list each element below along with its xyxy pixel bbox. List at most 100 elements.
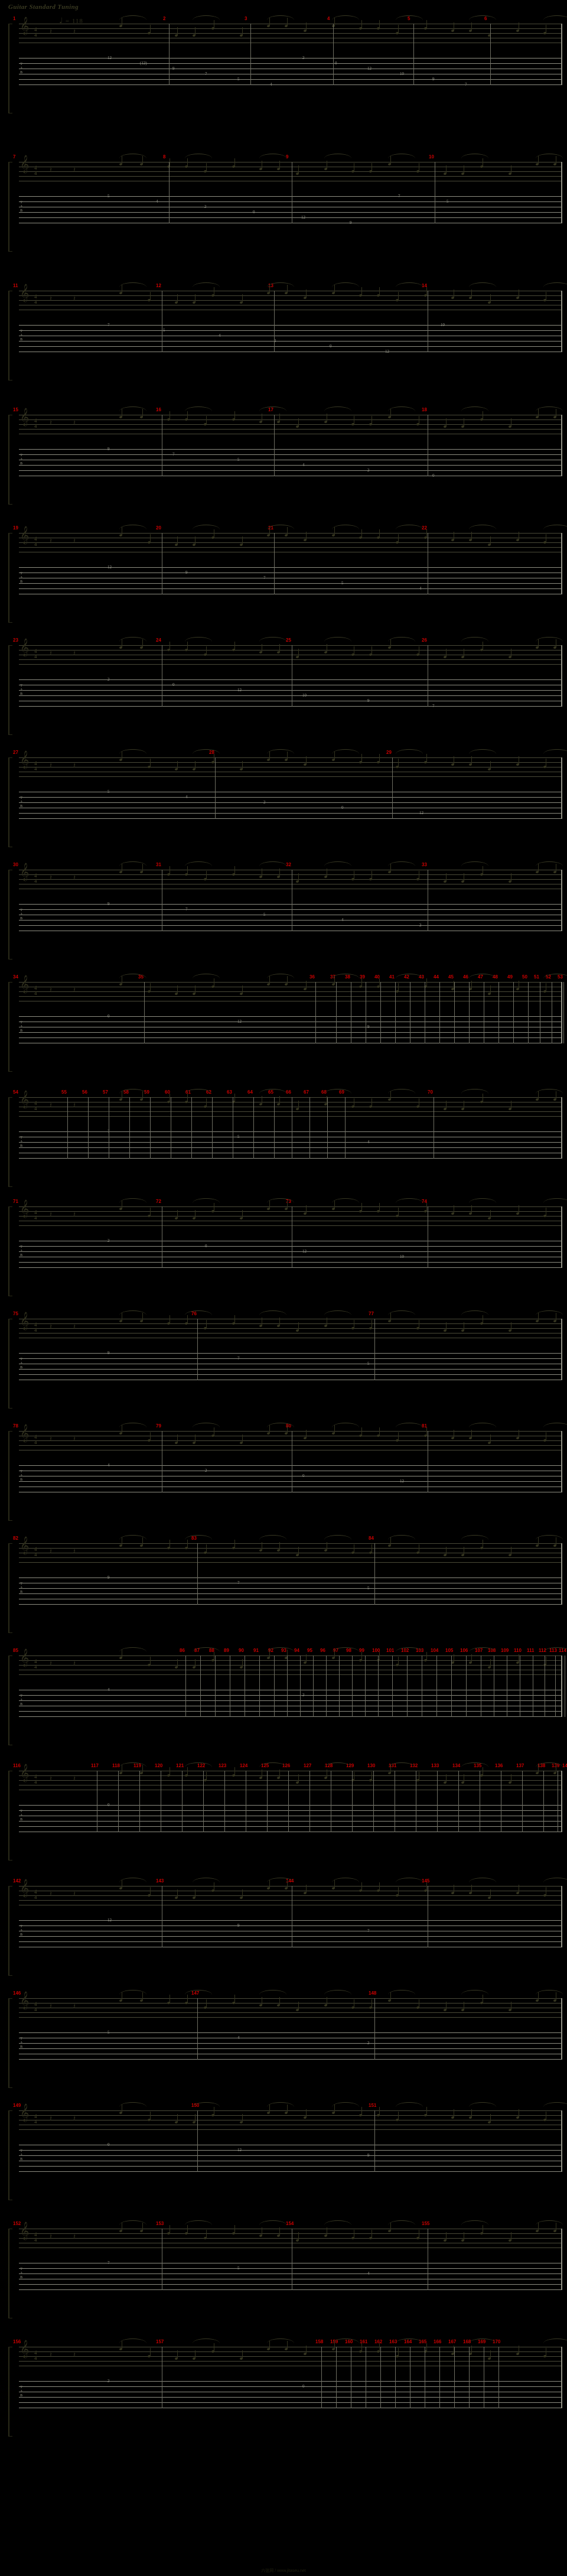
note-stem xyxy=(150,759,151,767)
staff-line xyxy=(19,776,561,777)
measure-number: 51 xyxy=(534,974,539,980)
tab-fret-number: 4 xyxy=(107,1463,110,1468)
staff-line xyxy=(19,1562,561,1563)
tab-line xyxy=(19,1131,561,1132)
tab-fret-number: 2 xyxy=(263,800,266,805)
staff-line xyxy=(19,1886,561,1887)
note-stem xyxy=(471,1205,472,1214)
measure-number: 120 xyxy=(155,1763,163,1768)
barline xyxy=(498,982,499,1043)
measure-number: 106 xyxy=(460,1648,468,1653)
tab-fret-number: 10 xyxy=(400,1254,404,1259)
slur xyxy=(461,861,488,866)
note-stem xyxy=(279,414,280,422)
staff-line xyxy=(19,1225,561,1226)
barline xyxy=(118,1771,119,1832)
note-stem xyxy=(490,1210,491,1218)
slur xyxy=(119,525,146,529)
treble-clef-icon: 𝄞 xyxy=(20,155,30,173)
barline xyxy=(513,982,514,1043)
note-stem xyxy=(279,1997,280,2005)
notation-staff: 𝄞 4 4 𝄽 𝄽 xyxy=(19,15,567,43)
tab-line xyxy=(19,330,561,331)
tab-line xyxy=(19,1016,561,1017)
tablature-staff: T A B 2 0 12 10 xyxy=(19,1239,561,1268)
note-stem xyxy=(234,1540,235,1548)
tab-line xyxy=(19,2284,561,2285)
barline xyxy=(392,1655,393,1717)
measure-number: 133 xyxy=(431,1763,439,1768)
measure-number: 151 xyxy=(369,2103,377,2108)
slur xyxy=(259,861,286,866)
note-stem xyxy=(379,978,380,987)
note-stem xyxy=(298,873,299,882)
note-stem xyxy=(490,294,491,303)
tablature-staff: T A B 5 4 2 0 12 xyxy=(19,790,561,819)
tab-line xyxy=(19,1936,561,1937)
note-stem xyxy=(398,1208,399,1216)
tab-fret-number: 7 xyxy=(263,575,266,580)
measure-number: 143 xyxy=(156,1878,164,1884)
note-stem xyxy=(269,1880,270,1888)
slur xyxy=(461,154,488,158)
staff-line xyxy=(19,176,561,177)
measure-number: 57 xyxy=(103,1089,108,1095)
note-stem xyxy=(398,1657,399,1665)
treble-clef-icon: 𝄞 xyxy=(20,284,30,302)
staff-line xyxy=(19,1211,561,1212)
note-stem xyxy=(446,1101,447,1109)
tab-fret-number: 9 xyxy=(432,77,435,82)
note-stem xyxy=(177,1210,178,1218)
slur xyxy=(267,282,294,287)
treble-clef-icon: 𝄞 xyxy=(20,1200,30,1218)
slur xyxy=(324,1089,351,1094)
notation-staff: 𝄞 4 4 𝄽 𝄽 xyxy=(19,637,563,665)
barline-end xyxy=(561,1886,562,1947)
measure-number: 33 xyxy=(422,862,427,867)
note-stem xyxy=(187,1540,188,1548)
slur xyxy=(536,1990,563,1995)
slur xyxy=(119,1647,146,1652)
rest-symbol: 𝄽 xyxy=(73,649,76,658)
note-stem xyxy=(150,534,151,542)
tab-line xyxy=(19,1142,561,1143)
tab-line xyxy=(19,79,561,80)
staff-line xyxy=(19,1674,561,1675)
treble-clef-icon: 𝄞 xyxy=(20,863,30,881)
rest-symbol: 𝄽 xyxy=(73,166,76,175)
note-stem xyxy=(490,761,491,769)
tablature-staff: T A B 0 12 9 xyxy=(19,2143,561,2172)
note-stem xyxy=(298,1101,299,1109)
staff-line xyxy=(19,2361,561,2362)
note-stem xyxy=(269,1425,270,1433)
tab-line xyxy=(19,346,561,347)
note-stem xyxy=(398,2112,399,2120)
staff-line xyxy=(19,1206,561,1207)
measure-number: 111 xyxy=(527,1648,535,1653)
rest-symbol: 𝄽 xyxy=(73,986,76,995)
tab-line xyxy=(19,1604,561,1605)
notation-staff: 𝄞 4 4 𝄽 𝄽 xyxy=(19,525,567,552)
note-stem xyxy=(334,18,335,26)
note-stem xyxy=(361,529,362,538)
slur xyxy=(267,525,294,529)
measure-number: 9 xyxy=(286,154,289,160)
slur xyxy=(388,1535,415,1540)
slur xyxy=(461,1535,488,1540)
tab-line xyxy=(19,2381,561,2382)
notation-staff: 𝄞 4 4 𝄽 𝄽 xyxy=(19,1198,567,1226)
measure-number: 14 xyxy=(422,283,427,288)
note-stem xyxy=(361,1652,362,1660)
system-bracket xyxy=(8,1206,12,1296)
staff-line xyxy=(19,1323,561,1324)
slur xyxy=(388,406,415,411)
note-stem xyxy=(538,1765,539,1773)
barline xyxy=(336,982,337,1043)
staff-line xyxy=(19,295,561,296)
